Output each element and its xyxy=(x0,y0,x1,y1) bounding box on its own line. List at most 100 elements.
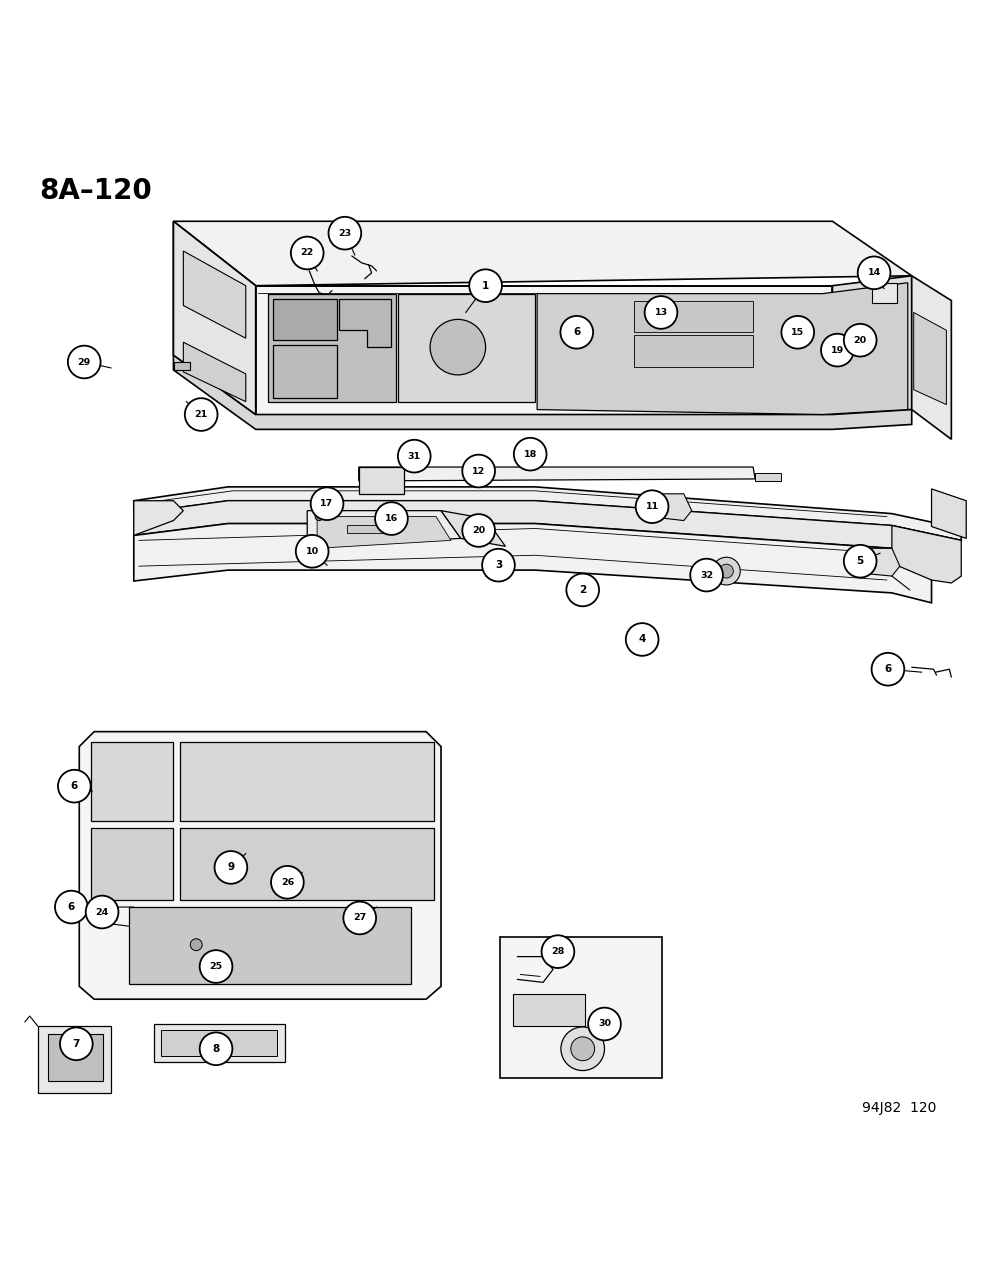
Circle shape xyxy=(430,320,486,375)
Text: 1: 1 xyxy=(482,280,490,291)
Circle shape xyxy=(398,440,430,473)
Circle shape xyxy=(567,574,599,607)
Polygon shape xyxy=(649,493,692,520)
Text: 11: 11 xyxy=(645,502,659,511)
Circle shape xyxy=(462,455,495,487)
Circle shape xyxy=(343,901,377,935)
Text: 10: 10 xyxy=(305,547,319,556)
Polygon shape xyxy=(256,286,832,414)
Polygon shape xyxy=(912,275,951,440)
Text: 14: 14 xyxy=(867,268,881,277)
Circle shape xyxy=(328,217,361,250)
Text: 16: 16 xyxy=(385,514,398,523)
Text: 32: 32 xyxy=(700,571,714,580)
Polygon shape xyxy=(273,346,337,398)
Text: 5: 5 xyxy=(856,556,864,566)
Polygon shape xyxy=(134,501,961,576)
Text: 27: 27 xyxy=(353,913,367,922)
Polygon shape xyxy=(860,548,900,576)
Circle shape xyxy=(781,316,815,348)
Circle shape xyxy=(636,491,668,523)
Text: 8A–120: 8A–120 xyxy=(40,177,153,205)
Polygon shape xyxy=(180,742,434,821)
Circle shape xyxy=(469,269,501,302)
Polygon shape xyxy=(537,283,908,414)
Circle shape xyxy=(59,1028,93,1060)
Polygon shape xyxy=(134,501,183,536)
Circle shape xyxy=(200,1033,232,1065)
Polygon shape xyxy=(183,342,246,402)
Polygon shape xyxy=(173,354,912,430)
Polygon shape xyxy=(634,335,753,367)
Polygon shape xyxy=(932,488,966,538)
Circle shape xyxy=(55,891,87,923)
Polygon shape xyxy=(91,742,173,821)
Text: 2: 2 xyxy=(579,585,587,595)
Polygon shape xyxy=(892,525,961,583)
Text: 26: 26 xyxy=(280,877,294,887)
Circle shape xyxy=(57,770,91,802)
Polygon shape xyxy=(398,293,535,402)
Polygon shape xyxy=(129,907,411,984)
Circle shape xyxy=(67,346,101,379)
Text: 6: 6 xyxy=(67,901,75,912)
Polygon shape xyxy=(273,298,337,340)
Polygon shape xyxy=(154,1024,285,1062)
Polygon shape xyxy=(174,362,190,370)
Circle shape xyxy=(215,850,248,884)
Circle shape xyxy=(858,256,890,289)
Circle shape xyxy=(190,938,202,951)
Circle shape xyxy=(291,237,323,269)
Polygon shape xyxy=(173,222,912,286)
Text: 6: 6 xyxy=(884,664,892,674)
Text: 24: 24 xyxy=(95,908,109,917)
Polygon shape xyxy=(307,511,461,546)
Text: 19: 19 xyxy=(830,346,844,354)
Text: 6: 6 xyxy=(573,328,581,338)
Circle shape xyxy=(482,548,515,581)
Polygon shape xyxy=(755,473,781,481)
Text: 94J82  120: 94J82 120 xyxy=(862,1102,936,1116)
Polygon shape xyxy=(38,1026,111,1094)
Polygon shape xyxy=(359,467,404,493)
Text: 3: 3 xyxy=(495,560,502,570)
Text: 29: 29 xyxy=(77,357,91,366)
Circle shape xyxy=(844,324,876,357)
Text: 7: 7 xyxy=(72,1039,80,1049)
Polygon shape xyxy=(79,732,441,1000)
Text: 8: 8 xyxy=(212,1044,220,1053)
Text: 20: 20 xyxy=(472,527,486,535)
Circle shape xyxy=(821,334,854,366)
Polygon shape xyxy=(359,467,755,481)
Text: 13: 13 xyxy=(654,309,668,317)
Polygon shape xyxy=(173,222,256,414)
Circle shape xyxy=(185,398,218,431)
Text: 12: 12 xyxy=(472,467,486,476)
Text: 18: 18 xyxy=(523,450,537,459)
Polygon shape xyxy=(183,251,246,338)
Circle shape xyxy=(589,1007,620,1040)
Text: 22: 22 xyxy=(300,249,314,258)
Polygon shape xyxy=(134,487,961,541)
Circle shape xyxy=(200,950,232,983)
Text: 17: 17 xyxy=(320,500,334,509)
Circle shape xyxy=(690,558,722,592)
Polygon shape xyxy=(634,301,753,333)
Polygon shape xyxy=(161,1030,277,1056)
Text: 28: 28 xyxy=(551,947,565,956)
Polygon shape xyxy=(48,1034,103,1081)
Text: 4: 4 xyxy=(638,635,646,644)
Polygon shape xyxy=(500,937,662,1079)
Circle shape xyxy=(295,536,329,567)
Polygon shape xyxy=(513,994,585,1026)
Polygon shape xyxy=(914,312,946,404)
Circle shape xyxy=(626,623,658,655)
Circle shape xyxy=(872,653,904,686)
Circle shape xyxy=(719,564,733,578)
Circle shape xyxy=(375,502,408,536)
Polygon shape xyxy=(134,524,932,603)
Text: 30: 30 xyxy=(598,1020,611,1029)
Polygon shape xyxy=(347,524,391,533)
Polygon shape xyxy=(91,827,173,900)
Polygon shape xyxy=(180,827,434,900)
